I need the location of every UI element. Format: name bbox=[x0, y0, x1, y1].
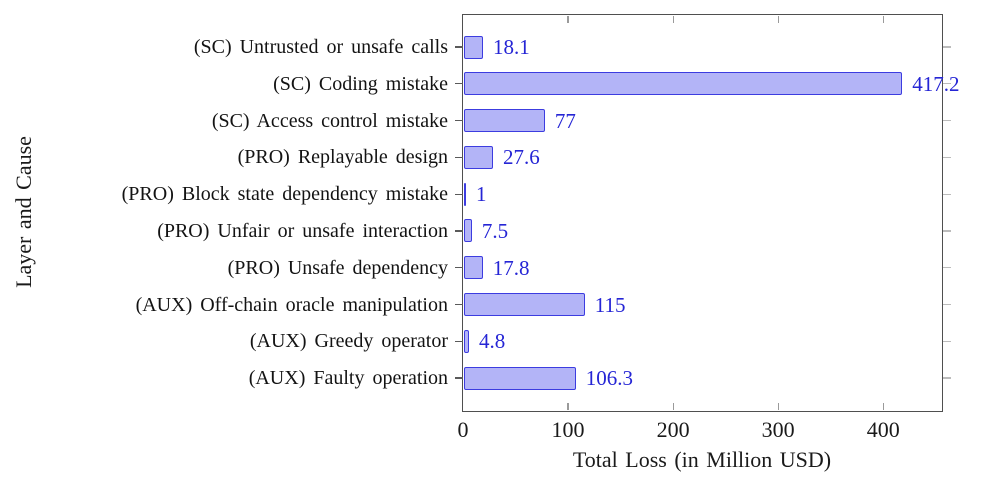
y-tick-right bbox=[943, 340, 951, 342]
bar bbox=[464, 293, 585, 316]
value-label: 417.2 bbox=[912, 71, 960, 96]
x-tick-top bbox=[672, 16, 674, 23]
x-tick-top bbox=[567, 16, 569, 23]
bar bbox=[464, 72, 903, 96]
y-tick-left bbox=[455, 303, 463, 306]
x-axis-title: Total Loss (in Million USD) bbox=[572, 447, 832, 472]
category-label: (PRO) Block state dependency mistake bbox=[121, 183, 448, 206]
y-tick-left bbox=[455, 156, 463, 158]
y-tick-right bbox=[943, 83, 951, 85]
category-label: (PRO) Replayable design bbox=[237, 146, 448, 169]
x-tick-top bbox=[882, 16, 884, 23]
y-tick-right bbox=[943, 303, 951, 306]
y-tick-right bbox=[943, 46, 951, 48]
value-label: 115 bbox=[594, 292, 626, 317]
value-label: 77 bbox=[554, 108, 576, 133]
bar bbox=[464, 329, 469, 353]
value-label: 7.5 bbox=[481, 218, 509, 243]
x-tick-label: 200 bbox=[656, 417, 690, 442]
category-label: (AUX) Off-chain oracle manipulation bbox=[135, 293, 448, 316]
y-tick-left bbox=[455, 46, 463, 48]
y-tick-left bbox=[455, 267, 463, 269]
bar bbox=[464, 366, 576, 390]
y-tick-right bbox=[943, 120, 951, 122]
category-label: (PRO) Unsafe dependency bbox=[227, 256, 448, 279]
y-tick-left bbox=[455, 230, 463, 232]
value-label: 17.8 bbox=[492, 255, 530, 280]
bar bbox=[464, 145, 493, 169]
x-tick-bottom bbox=[567, 403, 569, 410]
y-tick-right bbox=[943, 267, 951, 269]
category-label: (PRO) Unfair or unsafe interaction bbox=[157, 219, 448, 242]
value-label: 18.1 bbox=[493, 35, 530, 59]
category-label: (SC) Coding mistake bbox=[273, 72, 448, 95]
y-tick-left bbox=[455, 120, 463, 122]
value-label: 4.8 bbox=[479, 329, 506, 354]
bar bbox=[464, 182, 466, 206]
x-tick-label: 0 bbox=[457, 417, 469, 442]
y-tick-right bbox=[943, 193, 951, 195]
category-label: (SC) Access control mistake bbox=[211, 109, 448, 132]
bar bbox=[464, 35, 483, 59]
value-label: 27.6 bbox=[503, 145, 540, 170]
y-tick-right bbox=[943, 230, 951, 232]
y-tick-left bbox=[455, 193, 463, 195]
y-tick-right bbox=[943, 156, 951, 158]
value-label: 1 bbox=[476, 182, 487, 207]
category-label: (SC) Untrusted or unsafe calls bbox=[193, 36, 448, 58]
x-tick-top bbox=[777, 16, 779, 23]
bar bbox=[464, 256, 483, 280]
x-tick-bottom bbox=[777, 403, 779, 410]
y-tick-right bbox=[943, 377, 951, 379]
bar bbox=[464, 109, 545, 133]
x-tick-bottom bbox=[672, 403, 674, 410]
category-label: (AUX) Greedy operator bbox=[249, 330, 448, 353]
x-tick-label: 100 bbox=[551, 417, 585, 442]
y-tick-left bbox=[455, 340, 463, 342]
category-label: (AUX) Faulty operation bbox=[248, 367, 448, 389]
x-tick-label: 400 bbox=[866, 417, 900, 442]
value-label: 106.3 bbox=[585, 366, 633, 390]
y-tick-left bbox=[455, 83, 463, 85]
x-tick-label: 300 bbox=[761, 417, 795, 442]
bar bbox=[464, 219, 472, 243]
y-tick-left bbox=[455, 377, 463, 379]
x-tick-bottom bbox=[882, 403, 884, 410]
